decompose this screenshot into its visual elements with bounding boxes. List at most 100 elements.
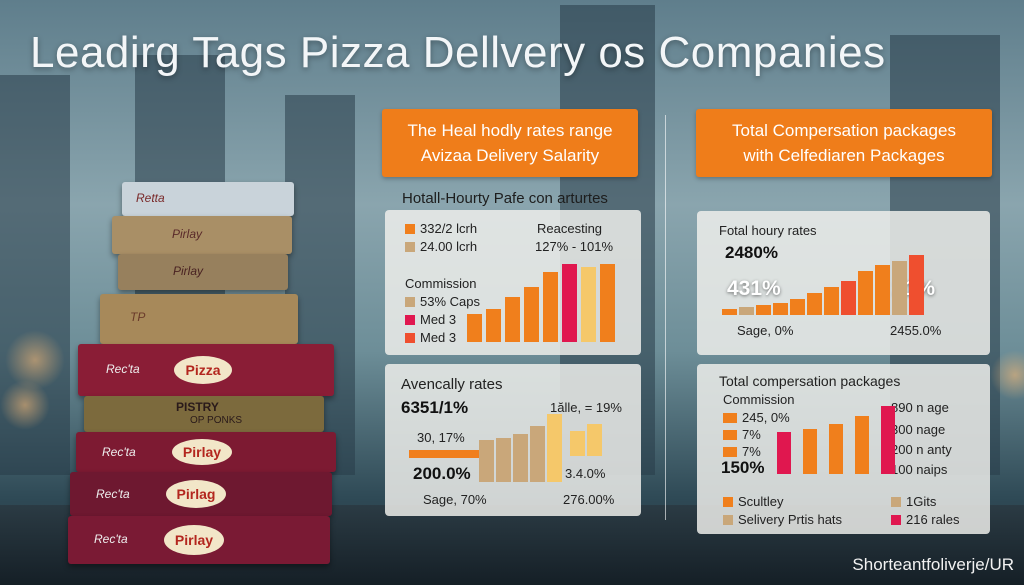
chart-bar: [524, 287, 539, 342]
legend-label: Med 3: [420, 330, 457, 345]
bokeh-light: [0, 380, 50, 430]
legend-swatch: [405, 297, 415, 307]
legend-swatch: [405, 333, 415, 343]
commission-label: Commission: [405, 276, 477, 291]
legend-swatch: [891, 515, 901, 525]
legend-label: Scultley: [738, 494, 784, 509]
legend-swatch: [405, 224, 415, 234]
chart-bar: [909, 255, 924, 315]
legend-label: 7%: [742, 427, 761, 442]
right-bottom-title: Total compersation packages: [719, 373, 901, 389]
legend-item: Scultley: [723, 494, 784, 509]
right-list-item: 200 n anty: [891, 442, 952, 457]
legend-label: Med 3: [420, 312, 457, 327]
legend-item: Med 3: [405, 312, 456, 327]
pizza-box: Pirlay: [112, 216, 292, 254]
sage-label: Sage, 0%: [737, 323, 794, 338]
chart-bar: [875, 265, 890, 315]
box-label: TP: [130, 310, 146, 324]
box-label: Rec'ta: [96, 487, 130, 501]
chart-bar: [777, 432, 791, 474]
box-label: Pirlay: [173, 264, 204, 278]
pizza-box: PISTRY OP PONKS: [84, 396, 324, 432]
chart-bar: [587, 424, 602, 456]
right-bottom-label: 2455.0%: [890, 323, 942, 338]
chart-bar: [570, 431, 585, 456]
commission-label: Commission: [723, 392, 795, 407]
box-label: Rec'ta: [106, 362, 140, 376]
chart-bar: [881, 406, 895, 474]
chart-bar: [773, 303, 788, 315]
legend-swatch: [891, 497, 901, 507]
section-divider: [665, 115, 666, 520]
legend-swatch: [405, 242, 415, 252]
chart-bar: [841, 281, 856, 315]
chart-bar: [581, 267, 596, 342]
pizza-box: Rec'ta Pirlay: [68, 516, 330, 564]
legend-label: 216 rales: [906, 512, 960, 527]
legend-item: 7%: [723, 444, 761, 459]
legend-item: 216 rales: [891, 512, 959, 527]
chart-bar: [600, 264, 615, 342]
page-title: Leadirg Tags Pizza Dellvery os Companies: [30, 28, 886, 77]
chart-bar: [790, 299, 805, 315]
pizza-box: Rec'ta Pirlay: [76, 432, 336, 472]
legend-label: 53% Caps: [420, 294, 480, 309]
box-logo-badge: Pirlag: [166, 480, 226, 508]
legend-item: 245, 0%: [723, 410, 790, 425]
legend-item: Selivery Prtis hats: [723, 512, 842, 527]
legend-swatch: [723, 413, 737, 423]
chart-bar: [530, 426, 545, 482]
left-top-title: Hotall-Hourty Pafe con arturtes: [402, 190, 608, 207]
legend-item: 332/2 lcrh: [405, 221, 477, 236]
right-section-header: Total Compersation packages with Celfedi…: [696, 109, 992, 177]
stat-value: 6351/1%: [401, 398, 469, 417]
legend-swatch: [405, 315, 415, 325]
bokeh-light: [5, 330, 65, 390]
legend-label: 24.00 lcrh: [420, 239, 478, 254]
left-header-line2: Avizaa Delivery Salarity: [420, 146, 600, 165]
box-label: PISTRY: [176, 400, 219, 414]
chart-bar: [807, 293, 822, 315]
stat-value: 200.0%: [413, 464, 471, 483]
pizza-box: Retta: [122, 182, 294, 216]
pizza-box: Rec'ta Pirlag: [70, 472, 332, 516]
right-value: 3.4.0%: [565, 466, 606, 481]
chart-bar: [855, 416, 869, 474]
box-label: OP PONKS: [190, 415, 243, 426]
right-label: 1ălle, = 19%: [550, 400, 622, 415]
chart-bar: [547, 414, 562, 482]
right-top-title: Fotal houry rates: [719, 223, 817, 238]
box-label: Pirlay: [172, 227, 203, 241]
left-top-panel: 332/2 lcrh 24.00 lcrh Commission 53% Cap…: [385, 210, 641, 355]
chart-bar: [467, 314, 482, 342]
chart-bar: [479, 440, 494, 482]
legend-label: Selivery Prtis hats: [738, 512, 843, 527]
legend-swatch: [723, 497, 733, 507]
legend-item: 53% Caps: [405, 294, 480, 309]
chart-bar: [543, 272, 558, 342]
chart-bar: [513, 434, 528, 482]
footer-watermark: Shorteantfoliverje/UR: [852, 555, 1014, 574]
left-bottom-title: Avencally rates: [401, 376, 503, 393]
sage-label: Sage, 70%: [423, 492, 487, 507]
chart-bar: [858, 271, 873, 315]
legend-label: 245, 0%: [742, 410, 790, 425]
pizza-box: Rec'ta Pizza: [78, 344, 334, 396]
right-list-item: 890 n age: [891, 400, 949, 415]
box-logo-badge: Pirlay: [172, 439, 232, 465]
chart-bar: [496, 438, 511, 482]
chart-bar: [829, 424, 843, 474]
chart-bar: [562, 264, 577, 342]
box-label: Retta: [136, 191, 165, 205]
legend-label: 7%: [742, 444, 761, 459]
bokeh-light: [990, 350, 1024, 400]
chart-bar: [722, 309, 737, 315]
box-label: Rec'ta: [102, 445, 136, 459]
legend-item: 24.00 lcrh: [405, 239, 477, 254]
right-bottom-label: 276.00%: [563, 492, 615, 507]
stat-value: 431%: [727, 277, 781, 300]
legend-item: 1Gits: [891, 494, 936, 509]
legend-swatch: [723, 447, 737, 457]
legend-label: 1Gits: [906, 494, 937, 509]
